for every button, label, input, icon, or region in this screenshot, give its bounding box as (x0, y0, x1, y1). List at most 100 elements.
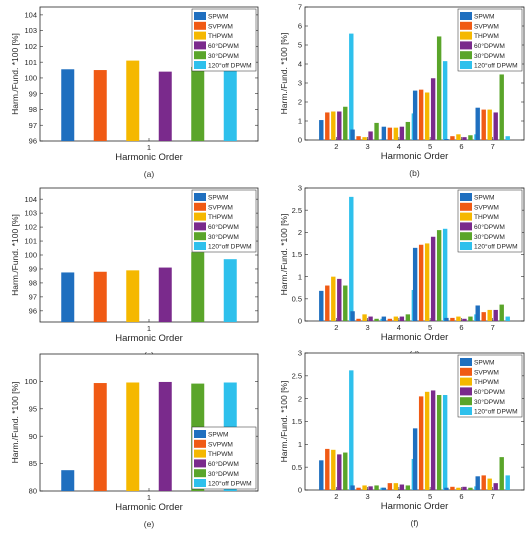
y-tick-label: 3 (298, 184, 302, 193)
bar (356, 318, 361, 321)
legend-label: 60°DPWM (474, 42, 505, 50)
legend-swatch (194, 21, 206, 30)
y-axis-label: Harm./Fund. *100 [%] (10, 382, 20, 464)
x-axis-label: Harmonic Order (115, 152, 183, 163)
x-tick-label: 5 (428, 142, 432, 151)
bar (430, 78, 436, 140)
legend-swatch (194, 479, 206, 487)
legend-label: THPWM (474, 379, 499, 386)
legend: SPWM SVPWM THPWM 60°DPWM 30°DPWM 120°off DPWM (191, 8, 257, 72)
bar (325, 285, 330, 321)
legend-swatch (194, 242, 206, 250)
bar (487, 478, 492, 490)
x-tick-label: 1 (147, 143, 151, 152)
bar (93, 70, 107, 141)
bar (399, 126, 405, 140)
bar (387, 318, 393, 321)
chart-panel-4: 0 0.5 1 1.5 2 2.5 3 2 3 4 5 6 7 Harmonic Order Harm./F… (279, 184, 525, 359)
legend-label: SVPWM (208, 441, 233, 448)
bar (343, 106, 348, 140)
legend-swatch (194, 61, 206, 69)
bar (430, 236, 436, 321)
legend-swatch (460, 202, 472, 211)
legend-label: 30°DPWM (208, 233, 239, 241)
bar (337, 454, 342, 490)
y-tick-label: 90 (29, 432, 37, 441)
y-tick-label: 0.5 (292, 294, 302, 303)
bar (475, 107, 480, 140)
bar (126, 382, 140, 491)
legend-swatch (460, 193, 472, 201)
y-tick-label: 100 (24, 251, 37, 260)
bar (349, 370, 354, 490)
legend-swatch (460, 212, 472, 221)
bar (374, 122, 379, 140)
legend-swatch (460, 397, 472, 406)
bar (350, 485, 355, 490)
bar (424, 92, 430, 140)
legend-label: SPWM (474, 360, 495, 367)
bar (412, 247, 418, 321)
bar (450, 317, 455, 321)
x-tick-label: 2 (334, 142, 338, 151)
legend-label: SPWM (208, 432, 229, 439)
panel-caption: (f) (410, 518, 418, 528)
y-tick-label: 80 (29, 487, 37, 496)
x-axis-label: Harmonic Order (381, 151, 449, 162)
bar (387, 127, 393, 140)
legend-swatch (194, 202, 206, 211)
legend-swatch (194, 430, 206, 438)
bar (331, 111, 336, 140)
y-tick-label: 4 (298, 60, 302, 69)
y-tick-label: 1 (298, 440, 302, 449)
bar (493, 112, 498, 140)
y-tick-label: 99 (29, 265, 37, 274)
x-tick-label: 5 (428, 492, 432, 501)
legend-swatch (460, 407, 472, 415)
bar (387, 483, 393, 490)
legend-label: SVPWM (208, 23, 233, 30)
bar (93, 383, 107, 491)
legend-swatch (460, 41, 472, 50)
bar (418, 89, 424, 140)
bar (505, 136, 510, 140)
legend-label: 60°DPWM (208, 42, 239, 50)
x-tick-label: 1 (147, 493, 151, 502)
legend-label: THPWM (208, 214, 233, 221)
y-tick-label: 2.5 (292, 371, 302, 380)
legend-swatch (194, 222, 206, 231)
bar (456, 134, 461, 140)
bar (444, 487, 449, 490)
x-tick-label: 6 (459, 323, 463, 332)
bar (456, 316, 461, 321)
y-tick-label: 1.5 (292, 250, 302, 259)
legend-label: 60°DPWM (208, 223, 239, 231)
y-tick-label: 97 (29, 292, 37, 301)
bar (475, 476, 480, 490)
x-tick-label: 3 (365, 142, 369, 151)
x-tick-label: 4 (397, 142, 401, 151)
bar (468, 316, 473, 321)
bar (126, 270, 140, 322)
bar (368, 486, 373, 490)
bar (462, 486, 467, 490)
x-tick-label: 3 (365, 323, 369, 332)
bar (349, 33, 354, 140)
bar (405, 121, 411, 140)
x-axis-label: Harmonic Order (115, 333, 183, 344)
legend-label: SPWM (208, 195, 229, 202)
legend: SPWM SVPWM THPWM 60°DPWM 30°DPWM 120°off DPWM (191, 426, 257, 490)
bar (223, 70, 237, 141)
bar (158, 267, 172, 322)
bar (462, 137, 467, 140)
bar (158, 71, 172, 141)
bar (331, 276, 336, 321)
bar (505, 316, 510, 321)
legend-swatch (460, 51, 472, 60)
legend-label: THPWM (208, 33, 233, 40)
x-tick-label: 4 (397, 492, 401, 501)
legend-label: 60°DPWM (474, 388, 505, 396)
y-tick-label: 1.5 (292, 417, 302, 426)
bar (405, 314, 411, 321)
bar (442, 61, 448, 140)
